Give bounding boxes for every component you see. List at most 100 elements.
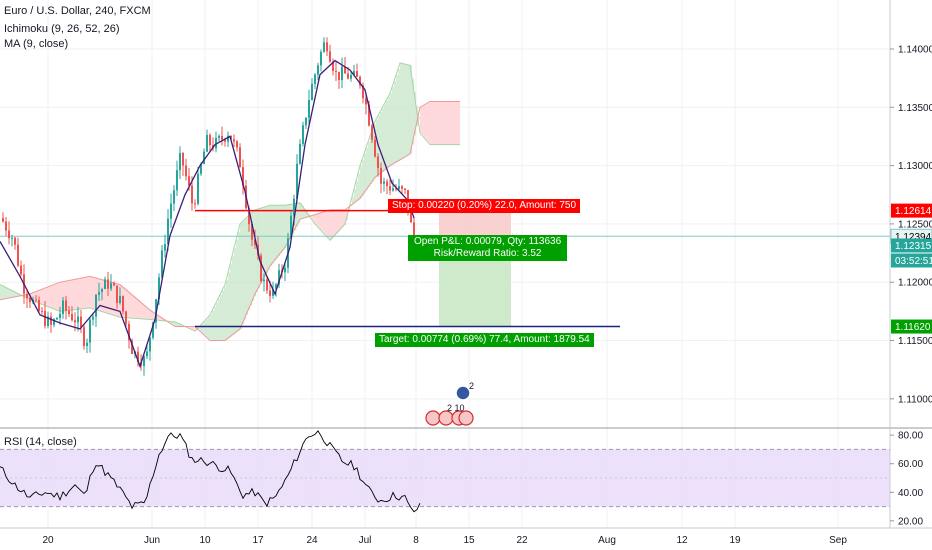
earnings-marker-icon[interactable] (438, 410, 454, 426)
candle (347, 73, 349, 79)
candle (410, 210, 412, 223)
earnings-marker-icon[interactable] (458, 410, 474, 426)
cloud-segment (238, 231, 241, 331)
cloud-segment (312, 215, 315, 220)
stop-label[interactable]: Stop: 0.00220 (0.20%) 22.0, Amount: 750 (388, 199, 581, 213)
event-badge-count: 2 (469, 381, 474, 391)
cloud-segment (376, 119, 379, 177)
ichimoku-legend[interactable]: Ichimoku (9, 26, 52, 26) (4, 23, 120, 35)
cloud-segment (54, 284, 57, 310)
time-tick-label: Sep (829, 535, 847, 546)
earnings-marker-icon[interactable] (425, 410, 441, 426)
cloud-segment (332, 209, 335, 239)
cloud-segment (200, 325, 203, 332)
cloud-segment (330, 209, 333, 241)
cloud-segment (172, 321, 175, 325)
cloud-segment (244, 220, 247, 320)
cloud-segment (412, 78, 415, 145)
cloud-segment (252, 212, 255, 301)
rsi-tick-label: 60.00 (898, 459, 923, 470)
candle (137, 351, 139, 363)
cloud-segment (216, 302, 219, 341)
cloud-segment (58, 283, 61, 311)
time-axis[interactable]: 20 Jun 10 17 24 Jul 8 15 22 Aug 12 19 Sep (42, 535, 847, 546)
cloud-segment (404, 63, 407, 158)
candle (224, 139, 226, 142)
cloud-segment (310, 216, 313, 217)
cloud-segment (250, 214, 253, 306)
cloud-segment (262, 207, 265, 281)
candle (161, 250, 163, 278)
candle (62, 300, 64, 314)
cloud-segment (28, 294, 31, 299)
cloud-segment (458, 101, 461, 145)
open-pnl-label[interactable]: Open P&L: 0.00079, Qty: 113636 Risk/Rewa… (408, 235, 568, 261)
time-tick-label: 15 (463, 535, 475, 546)
cloud-segment (228, 272, 231, 339)
cloud-segment (402, 63, 405, 159)
candle (215, 137, 217, 149)
price-label-badge (891, 203, 932, 218)
cloud-segment (16, 292, 19, 297)
symbol-title[interactable]: Euro / U.S. Dollar, 240, FXCM (4, 5, 151, 17)
candle (170, 203, 172, 219)
candle (242, 167, 244, 186)
ma-legend[interactable]: MA (9, close) (4, 38, 69, 50)
cloud-segment (378, 115, 381, 175)
candle (113, 283, 115, 286)
event-markers[interactable]: 2 2 10 (425, 381, 474, 426)
candle (344, 66, 346, 74)
cloud-segment (324, 211, 327, 234)
candle (77, 316, 79, 323)
cloud-segment (176, 322, 179, 327)
cloud-segment (338, 209, 341, 232)
candle (176, 170, 178, 191)
cloud-segment (18, 293, 21, 297)
rsi-legend[interactable]: RSI (14, close) (4, 436, 77, 448)
price-axis[interactable]: 1.14000 1.13500 1.13000 1.12500 1.12000 1.115… (889, 0, 932, 528)
candle (197, 173, 199, 204)
cloud-segment (274, 205, 277, 261)
candle (392, 188, 394, 191)
candle (293, 198, 295, 216)
cloud-segment (100, 279, 103, 311)
candle (374, 139, 376, 157)
candle (101, 289, 103, 292)
candle (305, 117, 307, 126)
candle (278, 270, 280, 285)
cloud-segment (294, 203, 297, 231)
cloud-segment (8, 288, 11, 299)
cloud-segment (170, 321, 173, 324)
candle (341, 66, 343, 81)
ma-line (0, 59, 415, 369)
candle (182, 152, 184, 166)
cloud-segment (380, 111, 383, 174)
cloud-segment (48, 286, 51, 307)
cloud-segment (372, 130, 375, 182)
cloud-segment (282, 205, 285, 251)
price-tick-label: 1.13500 (898, 103, 932, 114)
cloud-segment (426, 103, 429, 140)
event-marker-icon[interactable] (455, 385, 471, 401)
cloud-segment (334, 209, 337, 236)
target-label[interactable]: Target: 0.00774 (0.69%) 77.4, Amount: 18… (375, 333, 594, 347)
time-tick-label: 17 (252, 535, 264, 546)
rsi-tick-label: 80.00 (898, 431, 923, 442)
cloud-segment (296, 203, 299, 227)
candle (47, 316, 49, 326)
cloud-segment (318, 213, 321, 228)
candle (65, 300, 67, 311)
candle (80, 316, 82, 328)
candle (326, 42, 328, 52)
candle (17, 244, 19, 266)
candle (356, 71, 358, 77)
rsi-indicator (0, 430, 890, 513)
price-tick-label: 1.14000 (898, 44, 932, 55)
cloud-segment (248, 216, 251, 311)
cloud-segment (212, 310, 215, 341)
cloud-segment (292, 204, 295, 235)
time-tick-label: 24 (306, 535, 318, 546)
candle (359, 76, 361, 86)
